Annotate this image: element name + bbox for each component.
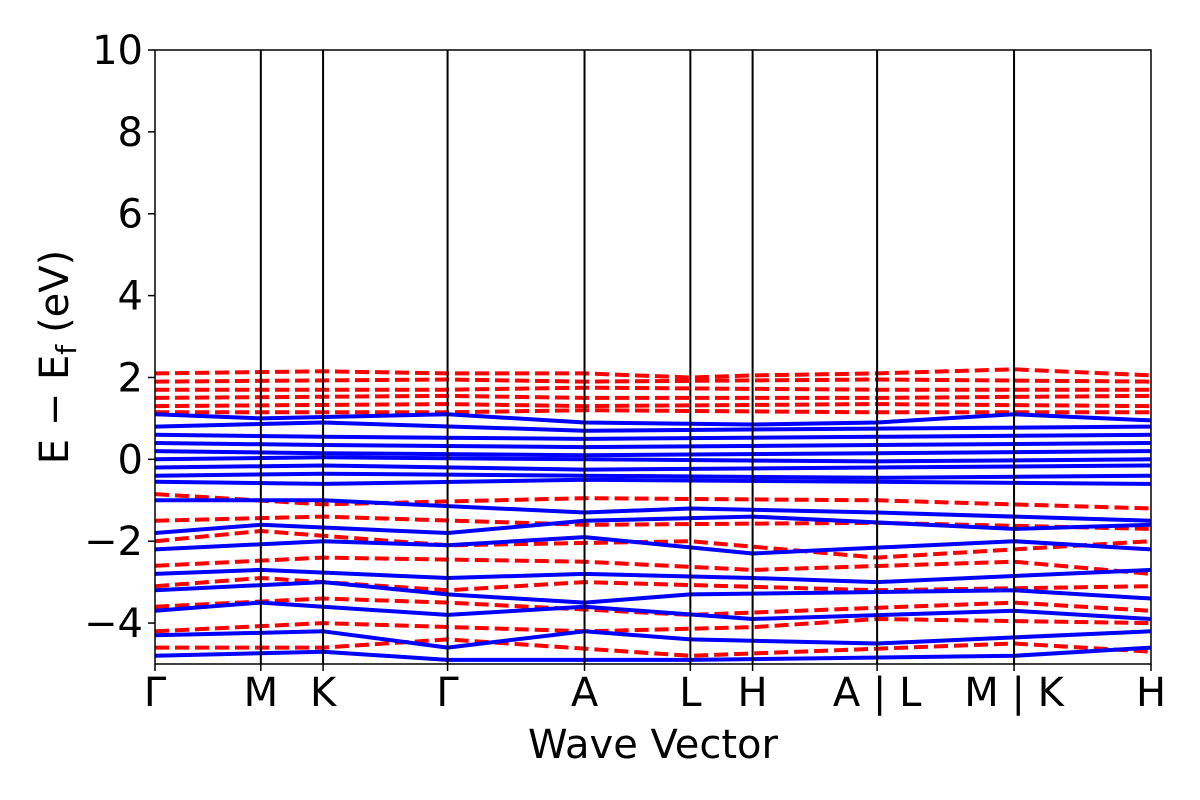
y-tick-label: −2 bbox=[84, 519, 143, 565]
y-axis-title-unit: (eV) bbox=[32, 250, 78, 333]
x-tick-label: M | K bbox=[964, 670, 1065, 716]
red-band-9 bbox=[155, 555, 1151, 576]
x-tick-label: H bbox=[1136, 670, 1166, 716]
blue-band-16 bbox=[155, 645, 1151, 662]
x-axis-title: Wave Vector bbox=[528, 722, 779, 768]
y-tick-label: −4 bbox=[84, 601, 143, 647]
x-tick-label: A bbox=[571, 670, 599, 716]
y-tick-label: 6 bbox=[118, 192, 143, 238]
y-tick-label: 8 bbox=[118, 110, 143, 156]
x-tick-label: Γ bbox=[436, 670, 459, 716]
x-tick-label: L bbox=[679, 670, 702, 716]
y-axis-title-sub: f bbox=[50, 344, 83, 355]
high-symmetry-lines bbox=[259, 50, 1016, 664]
x-tick-label: A | L bbox=[833, 670, 922, 716]
x-tick-label: K bbox=[310, 670, 338, 716]
y-tick-label: 10 bbox=[92, 28, 143, 74]
blue-band-0 bbox=[155, 412, 1151, 427]
red-band-13 bbox=[155, 637, 1151, 658]
red-band-8 bbox=[155, 529, 1151, 560]
x-tick-label: Γ bbox=[144, 670, 167, 716]
y-axis-title-main: E − E bbox=[32, 355, 78, 465]
red-band-11 bbox=[155, 596, 1151, 617]
x-tick-label: M bbox=[244, 670, 279, 716]
y-tick-label: 2 bbox=[118, 355, 143, 401]
y-tick-label: 4 bbox=[118, 274, 143, 320]
y-axis-ticks: −4 −2 0 2 4 6 8 10 bbox=[84, 28, 155, 647]
x-tick-label: H bbox=[738, 670, 768, 716]
red-band-0 bbox=[155, 367, 1151, 380]
plot-frame bbox=[154, 49, 1152, 665]
y-axis-title: E − Ef (eV) bbox=[32, 250, 83, 465]
red-band-12 bbox=[155, 617, 1151, 634]
y-tick-label: 0 bbox=[118, 437, 143, 483]
blue-band-9 bbox=[155, 498, 1151, 523]
